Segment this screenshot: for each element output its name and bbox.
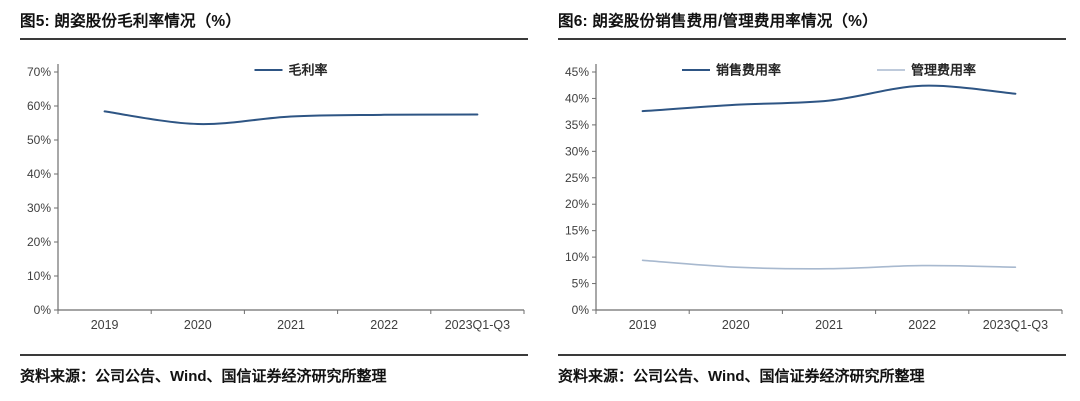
series-line-0 xyxy=(103,110,479,126)
y-tick-label: 25% xyxy=(565,171,589,185)
legend: 销售费用率 管理费用率 xyxy=(682,63,976,78)
y-tick-label: 0% xyxy=(572,303,590,317)
x-axis-ticks: 2019 2020 2021 2022 2023Q1-Q3 xyxy=(595,310,1063,332)
x-tick-label: 2021 xyxy=(277,318,305,332)
figure5-chart-area: 0% 10% 20% 30% 40% 50% 60% 70% 2019 2020 2021 2022 2… xyxy=(20,40,528,350)
x-tick-label: 2022 xyxy=(908,318,936,332)
y-tick-label: 30% xyxy=(27,201,51,215)
x-tick-label: 2023Q1-Q3 xyxy=(445,318,510,332)
y-tick-label: 40% xyxy=(565,91,589,105)
axes xyxy=(595,64,1062,311)
series-line-1 xyxy=(641,259,1017,270)
x-tick-label: 2019 xyxy=(629,318,657,332)
y-tick-label: 5% xyxy=(572,277,590,291)
x-tick-label: 2022 xyxy=(370,318,398,332)
legend-label: 管理费用率 xyxy=(911,63,976,78)
x-tick-label: 2020 xyxy=(184,318,212,332)
y-tick-label: 10% xyxy=(565,250,589,264)
legend: 毛利率 xyxy=(254,63,328,78)
y-tick-label: 70% xyxy=(27,65,51,79)
x-tick-label: 2019 xyxy=(91,318,119,332)
figure6-chart-area: 0% 5% 10% 15% 20% 25% 30% 35% 40% 45% 2019 2020 2021… xyxy=(558,40,1066,350)
y-tick-label: 35% xyxy=(565,118,589,132)
panel-fig6-expense-ratios: 图6: 朗姿股份销售费用/管理费用率情况（%） 0% 5% 10% 15% 20% 25%… xyxy=(558,6,1066,386)
x-tick-label: 2023Q1-Q3 xyxy=(983,318,1048,332)
report-figures-row: 图5: 朗姿股份毛利率情况（%） 0% 10% 20% 30% 40% 50% 60% 70%… xyxy=(20,6,1066,386)
y-tick-label: 20% xyxy=(27,235,51,249)
legend-label: 毛利率 xyxy=(289,63,328,78)
y-tick-label: 50% xyxy=(27,133,51,147)
series-line-0 xyxy=(641,84,1017,113)
gross-margin-line-chart: 0%10%20%30%40%50%60%70%2019 2020 2021 2022 2… xyxy=(27,63,525,332)
y-tick-label: 60% xyxy=(27,99,51,113)
figure6-title: 图6: 朗姿股份销售费用/管理费用率情况（%） xyxy=(558,6,1066,40)
x-tick-label: 2021 xyxy=(815,318,843,332)
y-tick-label: 40% xyxy=(27,167,51,181)
figure5-title: 图5: 朗姿股份毛利率情况（%） xyxy=(20,6,528,40)
figure6-source-note: 资料来源：公司公告、Wind、国信证券经济研究所整理 xyxy=(558,354,1066,386)
y-tick-label: 45% xyxy=(565,65,589,79)
y-tick-label: 30% xyxy=(565,144,589,158)
y-tick-label: 10% xyxy=(27,269,51,283)
y-axis-ticks: 0% 5% 10% 15% 20% 25% 30% 35% 40% 45% xyxy=(565,65,596,317)
y-tick-label: 15% xyxy=(565,224,589,238)
legend-label: 销售费用率 xyxy=(716,63,781,78)
x-tick-label: 2020 xyxy=(722,318,750,332)
figure5-source-note: 资料来源：公司公告、Wind、国信证券经济研究所整理 xyxy=(20,354,528,386)
panel-fig5-gross-margin: 图5: 朗姿股份毛利率情况（%） 0% 10% 20% 30% 40% 50% 60% 70%… xyxy=(20,6,528,386)
y-axis-ticks: 0% 10% 20% 30% 40% 50% 60% 70% xyxy=(27,65,58,317)
axes xyxy=(57,64,524,311)
expense-ratio-line-chart: 0% 5% 10% 15% 20% 25% 30% 35% 40% 45% 2019 2020 2021… xyxy=(565,63,1063,332)
x-axis-ticks: 2019 2020 2021 2022 2023Q1-Q3 xyxy=(57,310,525,332)
y-tick-label: 0% xyxy=(34,303,52,317)
y-tick-label: 20% xyxy=(565,197,589,211)
